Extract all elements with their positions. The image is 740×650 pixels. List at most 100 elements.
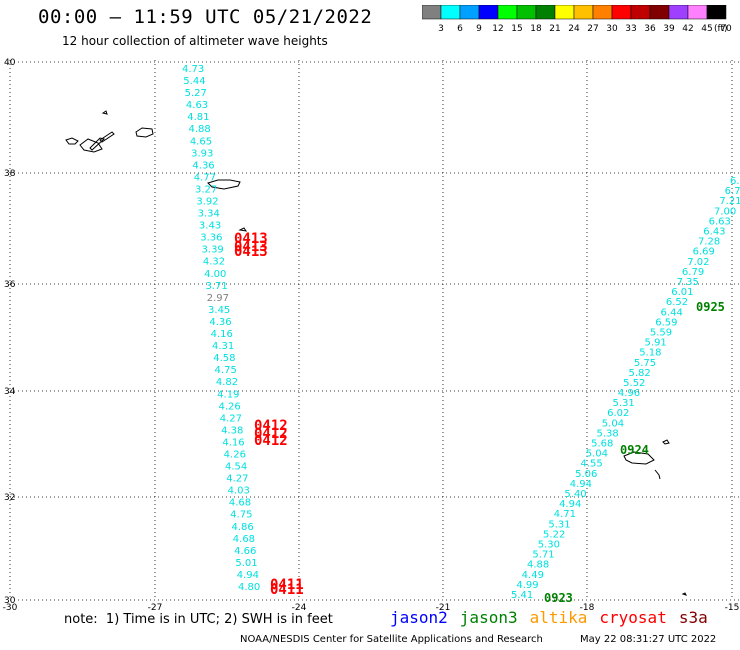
satellite-legend: jason2 jason3 altika cryosat s3a (390, 608, 720, 627)
time-label-0412: 0412 (254, 418, 288, 434)
swh-value: 3.92 (196, 197, 218, 208)
azores-island (207, 179, 241, 190)
swh-value: 4.96 (618, 388, 640, 399)
legend-label: 15 (511, 24, 522, 33)
swh-value: 6.59 (655, 317, 677, 328)
legend-label: 30 (606, 24, 618, 33)
swh-value: 3.39 (202, 245, 224, 256)
lon-tick-label: -27 (148, 603, 163, 610)
lat-tick-label: 38 (4, 169, 16, 179)
swh-value: 5.01 (235, 558, 257, 569)
footer-credit: NOAA/NESDIS Center for Satellite Applica… (240, 634, 543, 645)
swh-value: 4.58 (213, 353, 235, 364)
swh-value: 4.77 (194, 172, 216, 183)
satellite-name: s3a (678, 608, 708, 627)
time-label-0411: 0411 (270, 577, 304, 593)
lon-tick-label: -21 (436, 603, 451, 610)
swh-value: 4.66 (234, 546, 256, 557)
legend-label: 24 (568, 24, 580, 33)
legend-label: 6 (457, 24, 463, 33)
color-legend: 3 6 9 12 15 18 21 24 27 30 33 36 39 42 45 70(ft) (422, 5, 732, 33)
swh-value: 3.43 (199, 221, 221, 232)
azores-island (89, 137, 106, 151)
swh-value: 4.36 (192, 160, 214, 171)
swh-value: 5.04 (602, 418, 624, 429)
swh-value: 4.19 (217, 389, 239, 400)
madeira-island (623, 451, 655, 465)
swh-value: 5.75 (634, 358, 656, 369)
azores-island (79, 138, 103, 153)
swh-value: 6.77 (725, 186, 740, 197)
swh-value: 6.02 (607, 408, 629, 419)
swh-value: 4.86 (231, 522, 253, 533)
time-label-0413: 0413 (234, 239, 268, 255)
swh-value: 5.27 (185, 88, 207, 99)
swh-value: 5.44 (183, 76, 205, 87)
swh-value: 5.52 (623, 378, 645, 389)
time-label-0412: 0412 (254, 426, 288, 442)
legend-unit: (ft) (714, 24, 728, 33)
swh-value: 4.80 (238, 582, 260, 593)
azores-island (65, 137, 79, 145)
swh-value: 6.8 (730, 176, 740, 187)
swh-value: 5.31 (612, 398, 634, 409)
legend-label: 36 (644, 24, 656, 33)
swh-value: 5.18 (639, 348, 661, 359)
legend-label: 42 (682, 24, 693, 33)
swh-value: 4.27 (226, 474, 248, 485)
satellite-name: jason3 (459, 608, 518, 627)
swh-value: 5.22 (543, 529, 565, 540)
swh-value: 4.68 (229, 498, 251, 509)
track-west-labels: 4.735.445.274.634.814.884.653.934.364.77… (182, 64, 260, 593)
track-east-labels: 6.86.777.217.006.636.437.286.697.026.797… (511, 176, 740, 601)
time-label-0925: 0925 (696, 300, 725, 314)
swh-value: 4.26 (218, 401, 240, 412)
swh-value: 7.21 (719, 196, 740, 207)
swh-value: 6.44 (661, 307, 683, 318)
lat-tick-label: 34 (4, 387, 16, 397)
swh-value: 4.26 (224, 449, 246, 460)
swh-value: 5.68 (591, 439, 613, 450)
lon-tick-label: -18 (580, 603, 595, 610)
swh-value: 5.06 (575, 469, 597, 480)
swh-value: 4.82 (216, 377, 238, 388)
swh-value: 5.41 (511, 590, 533, 601)
time-label-0411: 0411 (270, 582, 304, 598)
azores-island (135, 127, 154, 138)
time-labels: 0413 0413 0413 0412 0412 0412 0411 0411 … (234, 231, 725, 605)
legend-label: 70 (720, 24, 732, 33)
lat-tick-label: 36 (4, 280, 16, 290)
time-label-0412: 0412 (254, 433, 288, 449)
swh-value: 2.97 (207, 293, 229, 304)
swh-value: 4.94 (559, 499, 581, 510)
lat-tick-label: 30 (4, 596, 16, 606)
swh-value: 4.71 (554, 509, 576, 520)
note-text: note: 1) Time is in UTC; 2) SWH is in fe… (64, 612, 333, 627)
swh-value: 7.35 (677, 277, 699, 288)
azores-island (101, 110, 108, 115)
legend-label: 21 (549, 24, 560, 33)
satellite-name: jason2 (390, 608, 448, 627)
swh-value: 4.88 (189, 124, 211, 135)
swh-value: 3.34 (198, 209, 220, 220)
coastlines (65, 110, 687, 596)
swh-value: 4.36 (209, 317, 231, 328)
swh-value: 3.45 (208, 305, 230, 316)
swh-value: 4.27 (220, 413, 242, 424)
swh-value: 6.01 (671, 287, 693, 298)
swh-value: 5.40 (564, 489, 586, 500)
footer-timestamp: May 22 08:31:27 UTC 2022 (580, 634, 717, 645)
small-island (238, 227, 248, 232)
azores-island (99, 131, 115, 143)
lon-tick-label: -30 (3, 603, 18, 610)
swh-value: 4.81 (187, 112, 209, 123)
swh-value: 6.52 (666, 297, 688, 308)
legend-label: 3 (438, 24, 444, 33)
swh-value: 5.82 (629, 368, 651, 379)
lat-tick-label: 32 (4, 493, 15, 503)
swh-value: 6.79 (682, 267, 704, 278)
legend-swatch (706, 5, 727, 20)
swh-value: 4.38 (221, 425, 243, 436)
swh-value: 4.32 (203, 257, 225, 268)
